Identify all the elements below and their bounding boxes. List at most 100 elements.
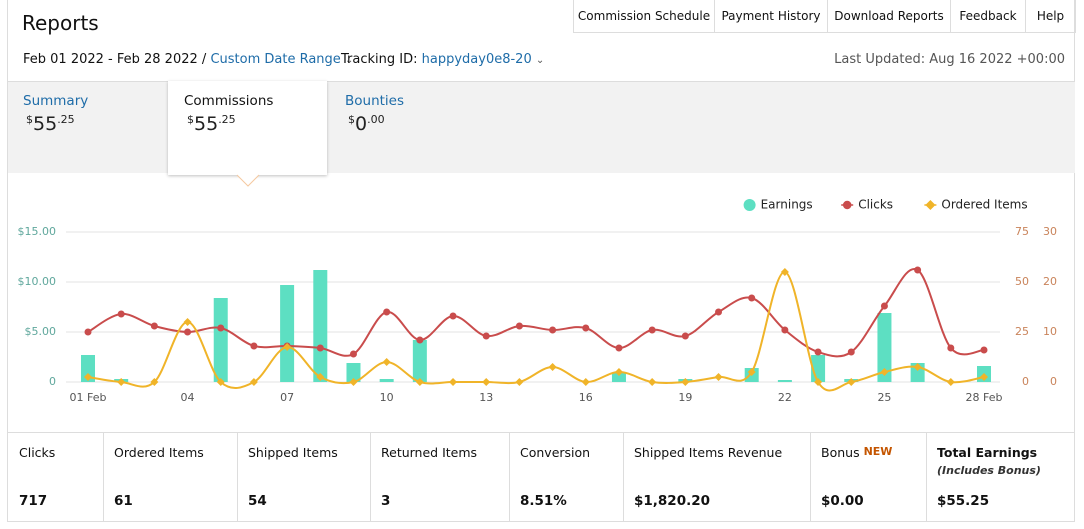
- point: [383, 308, 391, 316]
- tick-label: $15.00: [18, 225, 57, 238]
- point: [748, 294, 756, 302]
- tracking-id: happyday0e8-20: [421, 52, 532, 67]
- currency: $: [187, 113, 194, 126]
- point: [482, 332, 490, 340]
- point: [648, 326, 656, 334]
- tab[interactable]: Summary $55.25: [23, 93, 88, 135]
- stat-label: Clicks: [19, 445, 56, 460]
- tab-amount: $55.25: [187, 113, 273, 135]
- legend-marker: [924, 199, 937, 211]
- bar: [611, 373, 626, 382]
- x-tick-label: 28 Feb: [966, 391, 1003, 404]
- nav-button[interactable]: Help: [1025, 0, 1076, 33]
- point: [614, 368, 623, 376]
- tab[interactable]: Bounties $0.00: [345, 93, 404, 135]
- tracking-label: Tracking ID:: [341, 52, 418, 67]
- x-tick-label: 13: [479, 391, 493, 404]
- stat-value: $1,820.20: [634, 493, 711, 509]
- amount: 55: [33, 113, 58, 135]
- x-tick-label: 10: [380, 391, 394, 404]
- x-tick-label: 04: [181, 391, 195, 404]
- stat: Conversion 8.51%: [509, 432, 624, 522]
- point: [714, 373, 723, 381]
- point: [980, 346, 988, 354]
- x-tick-label: 07: [280, 391, 294, 404]
- nav-button[interactable]: Payment History: [714, 0, 828, 33]
- legend-label: Ordered Items: [941, 198, 1027, 212]
- nav-button[interactable]: Feedback: [950, 0, 1026, 33]
- chart: 0 $5.00 $10.00 $15.00 0 25 50 75 0 10 20 30 01 Feb 04…: [18, 198, 1058, 405]
- stat: Shipped Items 54: [237, 432, 371, 522]
- point: [648, 378, 657, 386]
- stat: Shipped Items Revenue $1,820.20: [623, 432, 811, 522]
- point: [117, 310, 125, 318]
- tick-label: 75: [1015, 225, 1029, 238]
- fraction: .00: [367, 113, 385, 126]
- point: [814, 378, 823, 386]
- tab[interactable]: Commissions $55.25: [184, 93, 273, 135]
- point: [880, 302, 888, 310]
- point: [946, 378, 955, 386]
- chevron: ⌄: [344, 55, 354, 66]
- tick-label: $10.00: [18, 275, 57, 288]
- point: [515, 378, 524, 386]
- nav-button[interactable]: Commission Schedule: [573, 0, 715, 33]
- bar: [412, 340, 427, 382]
- stat-label: Shipped Items Revenue: [634, 445, 783, 460]
- custom-range[interactable]: Custom Date Range: [210, 52, 341, 67]
- x-tick-label: 01 Feb: [70, 391, 107, 404]
- point: [515, 322, 523, 330]
- bar: [313, 270, 328, 382]
- point: [150, 322, 158, 330]
- x-tick-label: 25: [877, 391, 891, 404]
- x-tick-label: 19: [678, 391, 692, 404]
- stat-label: Shipped Items: [248, 445, 338, 460]
- fraction: .25: [57, 113, 75, 126]
- stat-label: Returned Items: [381, 445, 478, 460]
- tick-label: 30: [1043, 225, 1057, 238]
- point: [747, 368, 756, 376]
- point: [947, 344, 955, 352]
- nav-button[interactable]: Download Reports: [827, 0, 951, 33]
- page-title: Reports: [22, 11, 99, 35]
- stat-value: 3: [381, 493, 391, 509]
- tick-label: 25: [1015, 325, 1029, 338]
- date-filter[interactable]: Feb 01 2022 - Feb 28 2022 / Custom Date …: [23, 52, 353, 67]
- point: [681, 332, 689, 340]
- tick-label: 20: [1043, 275, 1057, 288]
- point: [615, 344, 623, 352]
- stat-value: $55.25: [937, 493, 990, 509]
- label-text: Bonus: [821, 445, 860, 460]
- stat: Ordered Items 61: [103, 432, 238, 522]
- bar: [379, 379, 394, 382]
- point: [84, 328, 92, 336]
- stat: Returned Items 3: [370, 432, 510, 522]
- point: [117, 378, 126, 386]
- chevron: ⌄: [535, 55, 545, 66]
- point: [814, 348, 822, 356]
- tab-amount: $0.00: [348, 113, 404, 135]
- legend-marker: [743, 199, 756, 211]
- point: [780, 268, 789, 276]
- point: [84, 373, 92, 381]
- point: [349, 350, 357, 358]
- stat-label: Conversion: [520, 445, 591, 460]
- legend-label: Earnings: [761, 198, 813, 212]
- tracking-filter[interactable]: Tracking ID: happyday0e8-20 ⌄: [341, 52, 544, 67]
- active-tab[interactable]: [168, 81, 327, 175]
- point: [183, 318, 192, 326]
- point: [416, 336, 424, 344]
- stat-value: $0.00: [821, 493, 864, 509]
- amount: 0: [355, 113, 368, 135]
- stat-label: Ordered Items: [114, 445, 204, 460]
- point: [715, 308, 723, 316]
- point: [914, 266, 922, 274]
- date-range: Feb 01 2022 - Feb 28 2022: [23, 52, 198, 67]
- stat-value: 8.51%: [520, 493, 567, 509]
- point: [283, 343, 292, 351]
- point: [449, 312, 457, 320]
- stat-value: 61: [114, 493, 133, 509]
- tab-name: Commissions: [184, 93, 274, 109]
- stat-value: 54: [248, 493, 267, 509]
